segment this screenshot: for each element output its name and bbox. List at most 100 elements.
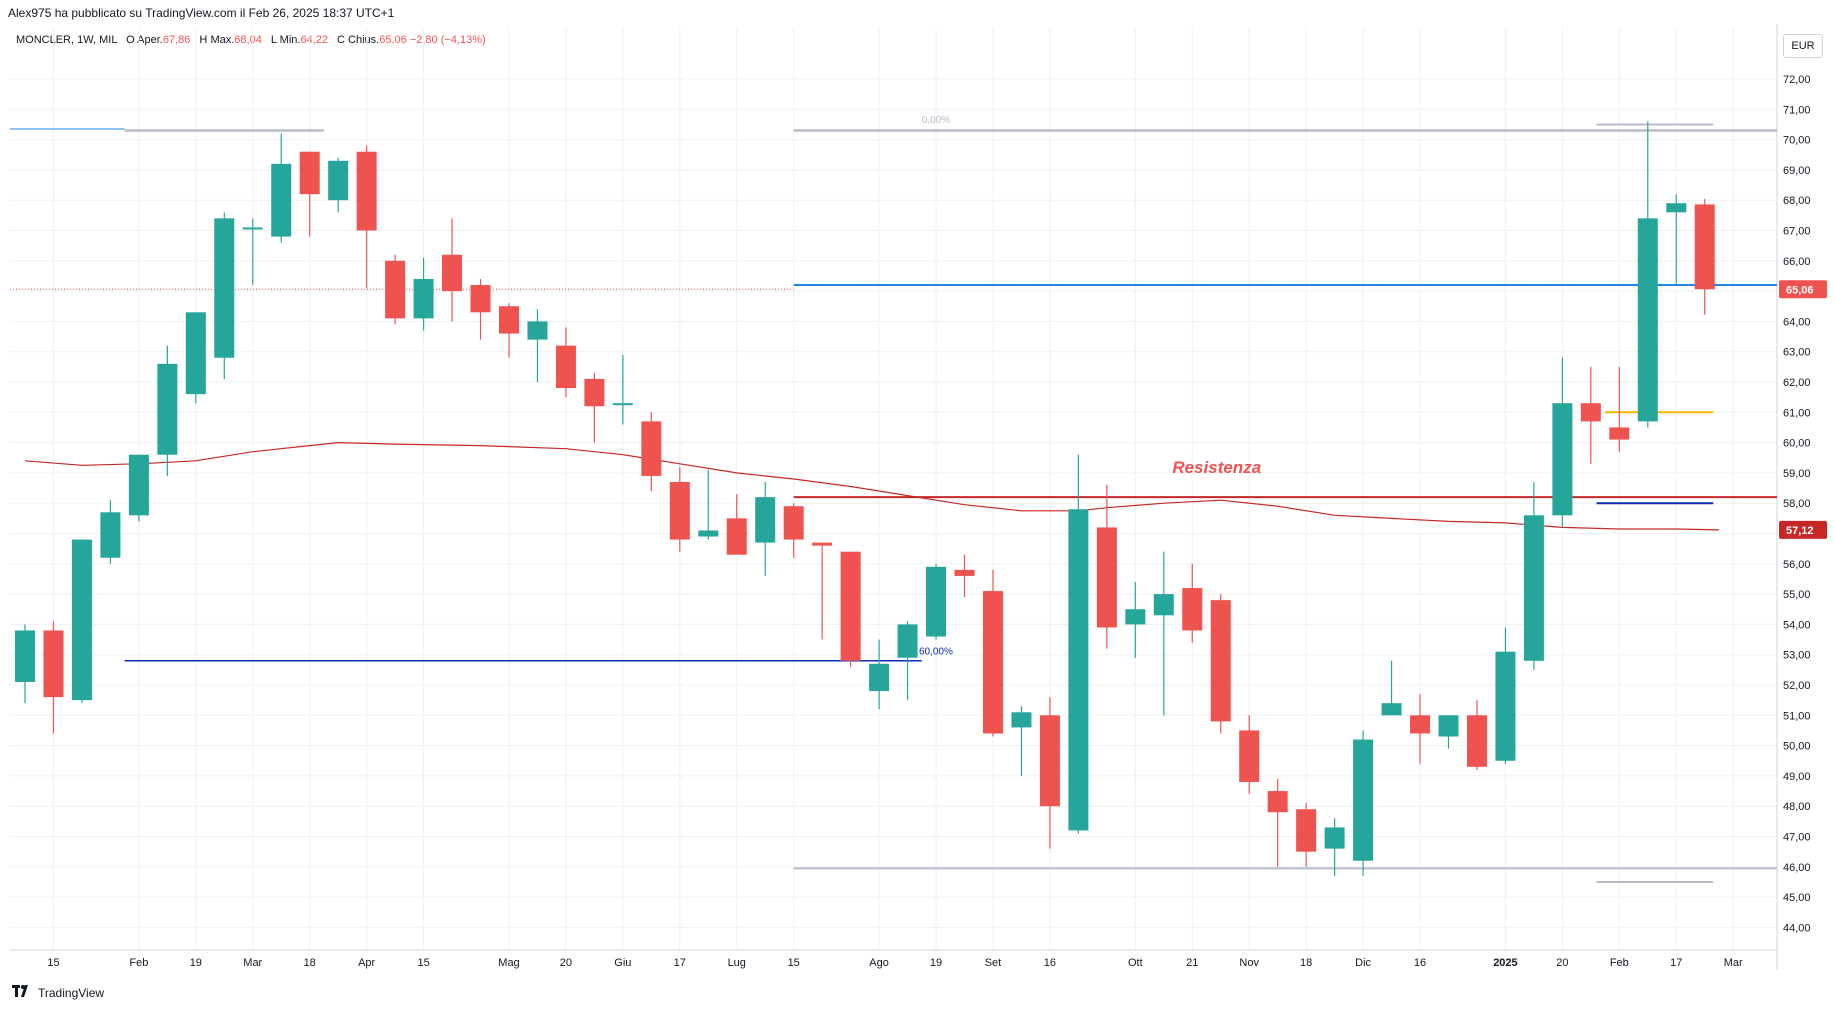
candle-body <box>413 278 434 319</box>
y-tick-label: 58,00 <box>1783 498 1811 510</box>
low-value: 64,22 <box>300 34 328 46</box>
x-tick-label: 15 <box>788 957 800 969</box>
candle-body <box>214 218 235 358</box>
candle-body <box>1153 594 1174 616</box>
candle-body <box>385 260 406 319</box>
candle-body <box>1495 651 1516 761</box>
y-tick-label: 45,00 <box>1783 892 1811 904</box>
candle-body <box>1523 515 1544 661</box>
y-tick-label: 50,00 <box>1783 741 1811 753</box>
candle-body <box>100 512 121 558</box>
x-tick-label: Lug <box>728 957 746 969</box>
x-tick-label: Ott <box>1128 957 1143 969</box>
candle-body <box>470 285 491 313</box>
candle-body <box>299 151 320 195</box>
y-tick-label: 69,00 <box>1783 165 1811 177</box>
x-tick-label: 16 <box>1044 957 1056 969</box>
candle-body <box>1324 827 1345 849</box>
x-tick-label: 17 <box>674 957 686 969</box>
fib-0-label: 0,00% <box>922 115 950 126</box>
candle-body <box>812 542 833 546</box>
footer-brand: TradingView <box>38 985 105 1000</box>
candle-body <box>726 518 747 555</box>
candle-body <box>1466 715 1487 767</box>
candle-body <box>1039 715 1060 807</box>
x-tick-label: Mar <box>1724 957 1743 969</box>
moving-average-line <box>24 441 1720 531</box>
high-value: 68,04 <box>234 34 262 46</box>
x-tick-label: 20 <box>1556 957 1568 969</box>
candle-body <box>1353 739 1374 861</box>
candle-body <box>1580 403 1601 422</box>
candle-body <box>1552 403 1573 516</box>
candle-body <box>1637 218 1658 422</box>
candle-body <box>1438 715 1459 737</box>
candle-body <box>527 321 548 340</box>
candle-body <box>1239 730 1260 782</box>
resistenza-label: Resistenza <box>1172 458 1261 477</box>
ma-price-label: 57,12 <box>1786 525 1814 537</box>
currency-button[interactable]: EUR <box>1783 34 1823 58</box>
candle-body <box>128 454 149 516</box>
candle-body <box>641 421 662 476</box>
y-tick-label: 51,00 <box>1783 710 1811 722</box>
y-tick-label: 71,00 <box>1783 104 1811 116</box>
candle-body <box>1381 703 1402 716</box>
x-tick-label: Nov <box>1239 957 1259 969</box>
high-h-label: H <box>199 34 208 46</box>
y-tick-label: 60,00 <box>1783 438 1811 450</box>
candle-body <box>755 497 776 543</box>
y-tick-label: 46,00 <box>1783 862 1811 874</box>
candle-body <box>783 506 804 540</box>
x-tick-label: 18 <box>1300 957 1312 969</box>
y-tick-label: 68,00 <box>1783 195 1811 207</box>
y-tick-label: 47,00 <box>1783 832 1811 844</box>
candle-body <box>584 378 605 407</box>
x-tick-label: Apr <box>358 957 375 969</box>
candle-body <box>555 345 576 389</box>
candle-body <box>498 306 519 334</box>
y-tick-label: 66,00 <box>1783 256 1811 268</box>
candle-body <box>1210 600 1231 722</box>
y-tick-label: 67,00 <box>1783 226 1811 238</box>
candle-body <box>1125 609 1146 625</box>
open-value: 67,86 <box>162 34 191 46</box>
candle-body <box>157 363 178 455</box>
candle-body <box>669 481 690 540</box>
symbol-name[interactable]: MONCLER, 1W, MIL <box>16 34 118 46</box>
ma-price-label-box <box>1779 520 1827 539</box>
candle-body <box>242 227 263 230</box>
fib-60-label: 60,00% <box>919 647 953 658</box>
x-tick-label: 15 <box>47 957 59 969</box>
x-tick-label: Mar <box>243 957 262 969</box>
x-tick-label: 2025 <box>1493 957 1517 969</box>
y-tick-label: 62,00 <box>1783 377 1811 389</box>
low-label: Min. <box>279 34 301 46</box>
y-tick-label: 52,00 <box>1783 680 1811 692</box>
y-tick-label: 54,00 <box>1783 619 1811 631</box>
x-tick-label: 18 <box>304 957 316 969</box>
x-tick-label: 20 <box>560 957 572 969</box>
candle-body <box>185 312 206 395</box>
x-tick-label: 19 <box>930 957 942 969</box>
change-value: −2,80 (−4,13%) <box>409 34 486 46</box>
y-tick-label: 59,00 <box>1783 468 1811 480</box>
candle-body <box>897 624 918 658</box>
candle-body <box>982 591 1003 734</box>
candle-body <box>1296 809 1317 852</box>
open-label: Aper. <box>137 34 163 46</box>
x-tick-label: Mag <box>498 957 519 969</box>
x-tick-label: 19 <box>190 957 202 969</box>
y-tick-label: 55,00 <box>1783 589 1811 601</box>
x-tick-label: Feb <box>129 957 148 969</box>
candle-body <box>840 551 861 661</box>
high-label: Max. <box>210 34 235 46</box>
x-tick-label: 21 <box>1186 957 1198 969</box>
close-value: 65,06 <box>379 34 407 46</box>
candle-body <box>869 663 890 692</box>
x-tick-label: 17 <box>1670 957 1682 969</box>
last-price-label-box <box>1779 280 1827 299</box>
candle-body <box>271 163 292 237</box>
candle-body <box>926 566 947 637</box>
